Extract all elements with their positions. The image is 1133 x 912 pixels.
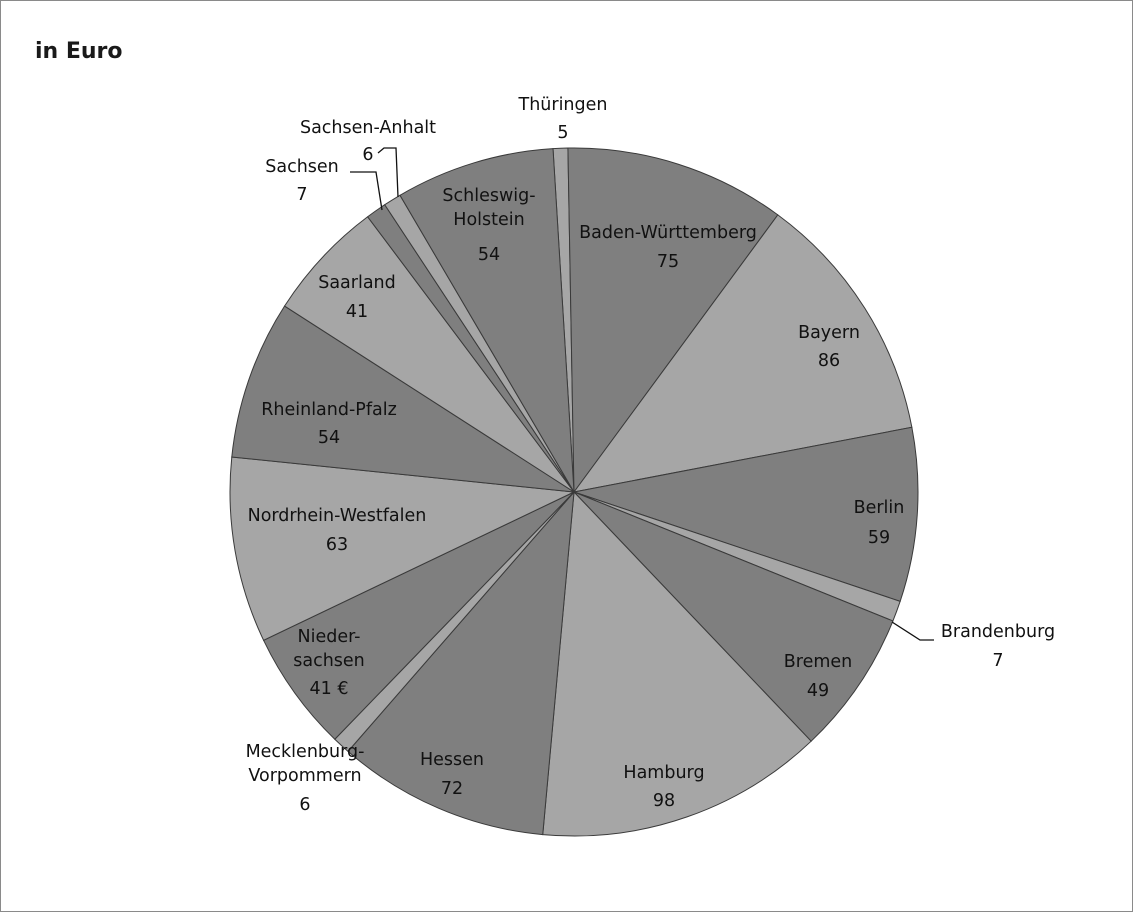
- slice-label-bayern: Bayern: [798, 323, 860, 343]
- slice-label-hamburg: Hamburg: [623, 763, 704, 783]
- slice-label-brandenburg: Brandenburg: [941, 622, 1055, 642]
- slice-label-mecklenburg-vorpommern: Mecklenburg-Vorpommern: [246, 742, 365, 786]
- slice-label-nordrhein-westfalen: Nordrhein-Westfalen: [248, 506, 427, 526]
- slice-value-hessen: 72: [441, 779, 463, 799]
- pie-slice-schleswig-holstein: [399, 148, 575, 493]
- slice-value-sachsen-anhalt: 6: [362, 145, 373, 165]
- slice-label-schleswig-holstein: Schleswig-Holstein: [442, 186, 535, 230]
- slice-value-nordrhein-westfalen: 63: [326, 535, 348, 555]
- slice-label-baden-w-rttemberg: Baden-Württemberg: [579, 223, 757, 243]
- slice-label-th-ringen: Thüringen: [518, 95, 608, 115]
- slice-label-sachsen-anhalt: Sachsen-Anhalt: [300, 118, 436, 138]
- pie-slice-baden-w-rttemberg: [567, 147, 779, 494]
- slice-label-hessen: Hessen: [420, 750, 484, 770]
- slice-label-rheinland-pfalz: Rheinland-Pfalz: [261, 400, 397, 420]
- slice-value-bremen: 49: [807, 681, 829, 701]
- pie-slice-nordrhein-westfalen: [229, 456, 576, 641]
- pie-slice-bayern: [572, 214, 913, 493]
- slice-value-saarland: 41: [346, 302, 368, 322]
- chart-heading: in Euro: [35, 39, 123, 64]
- leader-line-brandenburg: [891, 621, 934, 641]
- slice-value-rheinland-pfalz: 54: [318, 428, 340, 448]
- slice-value-th-ringen: 5: [557, 123, 568, 143]
- slice-label-sachsen: Sachsen: [265, 157, 339, 177]
- pie-slice-hamburg: [542, 490, 812, 837]
- pie-slice-bremen: [573, 491, 894, 742]
- slice-value-bayern: 86: [818, 351, 840, 371]
- slice-value-sachsen: 7: [296, 185, 307, 205]
- pie-slice-berlin: [572, 426, 919, 602]
- slice-value-mecklenburg-vorpommern: 6: [299, 795, 310, 815]
- slice-label-berlin: Berlin: [854, 498, 905, 518]
- slice-value-berlin: 59: [868, 528, 890, 548]
- leader-line-sachsen: [350, 171, 383, 211]
- slice-value-nieder-sachsen: 41 €: [310, 679, 349, 699]
- leader-line-sachsen-anhalt: [377, 147, 399, 198]
- slice-value-baden-w-rttemberg: 75: [657, 252, 679, 272]
- slice-value-hamburg: 98: [653, 791, 675, 811]
- slice-label-saarland: Saarland: [318, 273, 396, 293]
- slice-value-schleswig-holstein: 54: [478, 245, 500, 265]
- pie-slice-hessen: [347, 490, 575, 836]
- slice-value-brandenburg: 7: [992, 651, 1003, 671]
- pie-slice-rheinland-pfalz: [231, 305, 575, 493]
- slice-label-nieder-sachsen: Nieder-sachsen: [293, 627, 365, 671]
- slice-label-bremen: Bremen: [784, 652, 853, 672]
